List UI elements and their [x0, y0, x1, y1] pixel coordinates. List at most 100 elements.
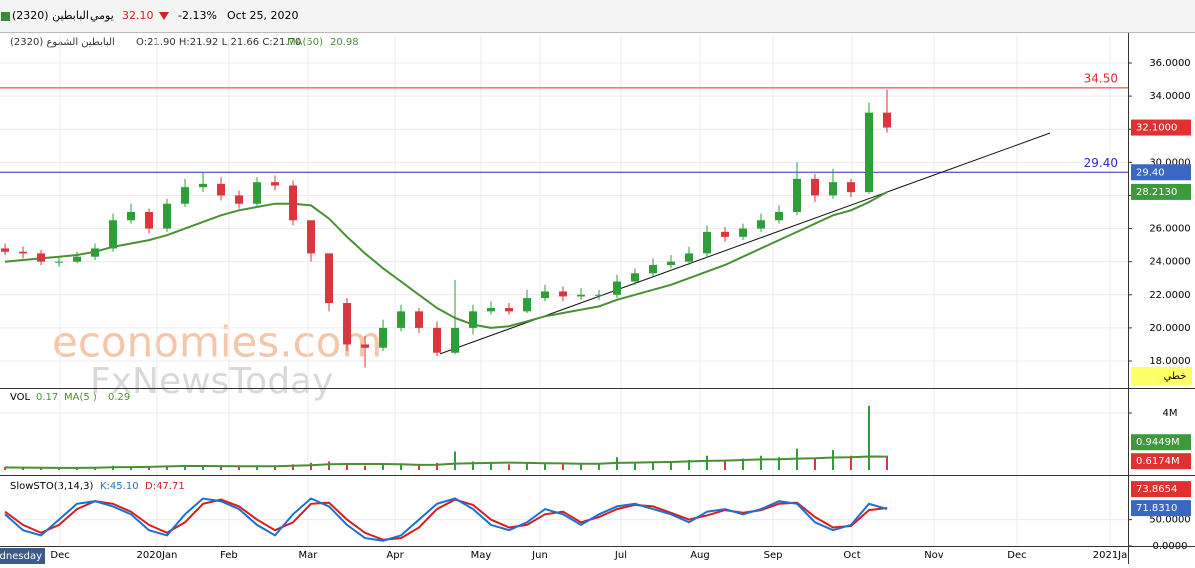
price-marker	[1131, 481, 1191, 498]
stoch-title: SlowSTO(3,14,3)	[10, 481, 93, 492]
x-tick-label: May	[471, 550, 492, 561]
x-tick-label: Sep	[764, 550, 783, 561]
vol-last: 0.17	[36, 392, 58, 403]
volume-bar	[454, 451, 457, 470]
y-tick-label: 4M	[1163, 408, 1178, 419]
candle-body	[631, 273, 640, 282]
candle-body	[19, 251, 28, 254]
y-tick-label: 30.0000	[1149, 157, 1190, 168]
volume-bar	[292, 464, 295, 470]
x-tick-label: Dec	[50, 550, 69, 561]
price-marker-label: 71.8310	[1136, 503, 1177, 514]
x-tick-label: Apr	[386, 550, 404, 561]
scale-mode[interactable]: خطي	[1164, 371, 1187, 382]
toolbar	[0, 0, 1195, 32]
candle-body	[523, 298, 532, 312]
change: -2.13%	[178, 9, 217, 22]
candle-body	[649, 264, 658, 274]
candle-body	[127, 211, 136, 221]
candle-body	[792, 178, 801, 212]
volume-bar	[400, 464, 403, 470]
volume-bar	[777, 457, 780, 470]
cursor-date-box	[0, 548, 45, 564]
candle-body	[774, 211, 783, 221]
volume-bar	[364, 465, 367, 470]
x-tick-label: Dec	[1007, 550, 1026, 561]
volume-bar	[328, 461, 331, 470]
candle-body	[415, 311, 424, 328]
ma-line	[4, 191, 888, 329]
y-tick-label: 36.0000	[1149, 58, 1190, 69]
candle-body	[882, 112, 891, 128]
stoch-d-line	[4, 498, 888, 541]
x-tick-label: Nov	[924, 550, 944, 561]
volume-bar	[238, 467, 241, 470]
scale-mode-box[interactable]	[1131, 367, 1192, 385]
candle-body	[73, 256, 82, 262]
candle-body	[343, 303, 352, 345]
volume-bar	[166, 465, 169, 470]
level-label: 34.50	[1084, 71, 1118, 85]
volume-bar	[742, 458, 745, 470]
price-marker-label: 73.8654	[1136, 484, 1177, 495]
y-tick-label: 18.0000	[1149, 356, 1190, 367]
legend-ma-value: 20.98	[330, 37, 359, 48]
candle-body	[379, 327, 388, 348]
stoch-k-line	[4, 497, 888, 542]
price-marker-label: 29.40	[1136, 167, 1165, 178]
price-marker-label: 0.9449M	[1136, 437, 1180, 448]
x-tick-label: Mar	[299, 550, 319, 561]
legend-ma: MA(50)	[287, 37, 323, 48]
candle-body	[505, 308, 514, 312]
candle-body	[397, 311, 406, 328]
watermark: FxNewsToday	[90, 361, 333, 402]
legend-ohlc: O:21.90 H:21.92 L:21.66 C:21.70	[136, 37, 301, 48]
date: Oct 25, 2020	[227, 9, 299, 22]
volume-bar	[526, 462, 529, 470]
price-marker	[1131, 119, 1191, 136]
price-marker-label: 28.2130	[1136, 187, 1177, 198]
volume-bar	[670, 461, 673, 470]
vol-ma-last: 0.29	[108, 392, 130, 403]
candle-body	[451, 327, 460, 353]
candle-body	[109, 220, 118, 249]
level-label: 29.40	[1084, 156, 1118, 170]
volume-bar	[382, 465, 385, 470]
down-arrow	[159, 12, 169, 20]
volume-bar	[202, 465, 205, 470]
volume-bar	[310, 462, 313, 470]
volume-bar	[867, 405, 870, 470]
candle-body	[37, 253, 46, 262]
volume-bar	[724, 460, 727, 470]
legend-name: البابطين الشموع (2320)	[10, 37, 115, 48]
symbol[interactable]: البابطين (2320)	[12, 9, 89, 22]
x-tick-label: 2020Jan	[137, 550, 178, 561]
candle-body	[667, 261, 676, 265]
x-tick-label: Aug	[690, 550, 710, 561]
candle-body	[721, 231, 730, 237]
volume-bar	[831, 450, 834, 470]
price-marker	[1131, 434, 1191, 451]
symbol-icon[interactable]	[1, 12, 10, 21]
volume-bar	[508, 464, 511, 470]
candle-body	[55, 261, 64, 263]
price-marker-label: 0.6174M	[1136, 456, 1180, 467]
volume-bar	[184, 465, 187, 470]
candle-body	[487, 308, 496, 312]
y-tick-label: 22.0000	[1149, 290, 1190, 301]
candle-body	[756, 220, 765, 229]
x-tick-label: 2021Ja	[1093, 550, 1128, 561]
candle-body	[469, 311, 478, 328]
volume-bar	[148, 467, 151, 470]
volume-bar	[58, 468, 61, 470]
candle-body	[433, 327, 442, 353]
volume-bar	[130, 466, 133, 470]
volume-bar	[813, 458, 816, 470]
volume-bar	[4, 467, 7, 470]
candle-body	[145, 211, 154, 229]
volume-bar	[688, 460, 691, 470]
candle-body	[828, 182, 837, 196]
period[interactable]: يومي	[90, 9, 114, 22]
y-tick-label: 24.0000	[1149, 257, 1190, 268]
candle-body	[559, 291, 568, 297]
